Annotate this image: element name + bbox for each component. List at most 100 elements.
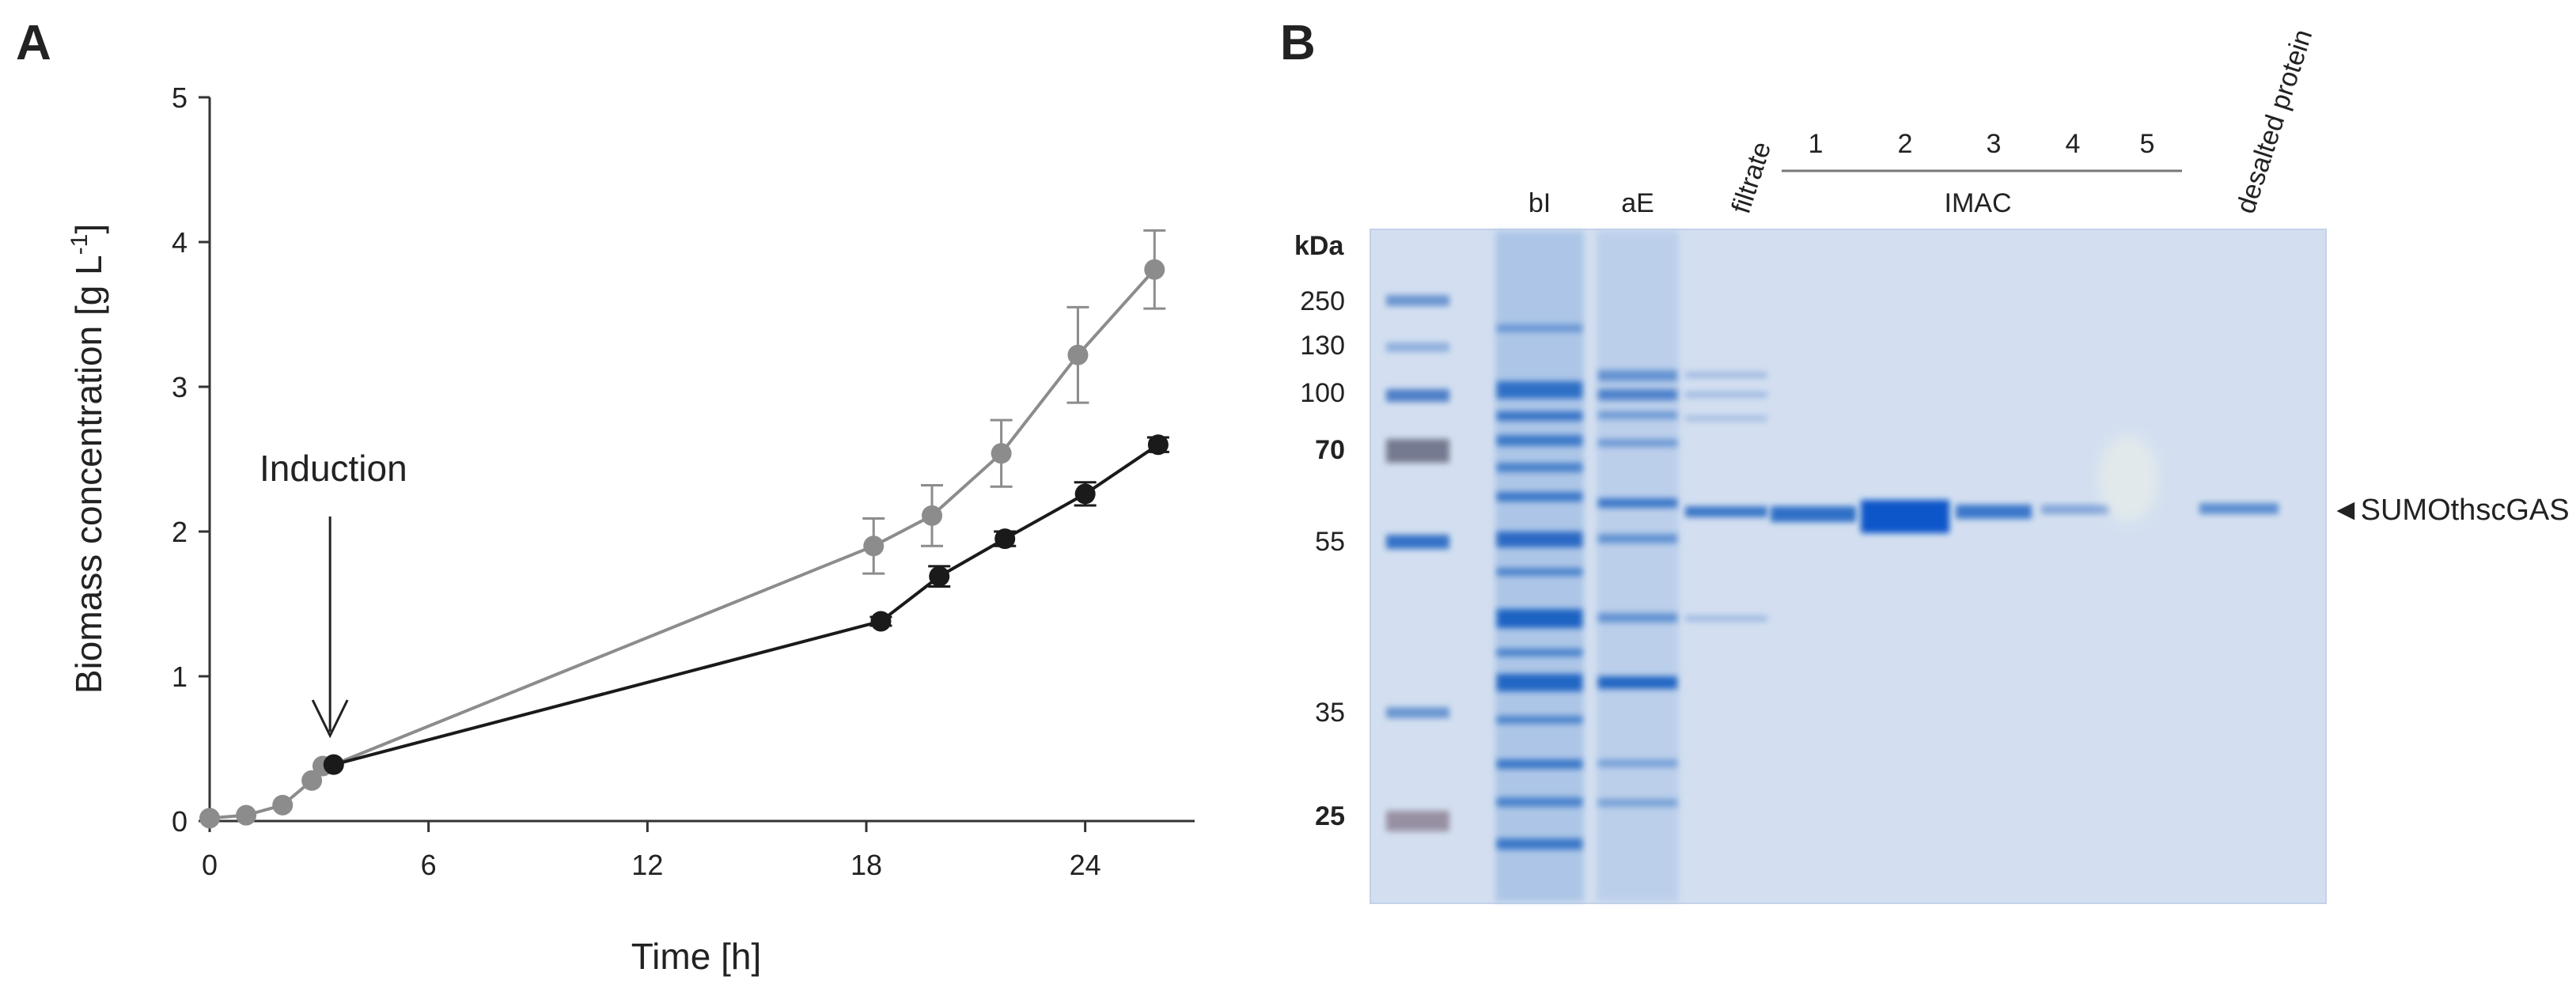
imac-number-1: 1	[1809, 129, 1824, 159]
imac-number-2: 2	[1898, 129, 1913, 159]
data-point-gray	[236, 804, 257, 826]
lane-bi-band	[1497, 797, 1582, 807]
marker-label-25: 25	[1315, 801, 1345, 831]
lane-filtrate-band	[1685, 506, 1767, 517]
lane-bi-band	[1497, 532, 1582, 547]
y-tick-label: 0	[172, 805, 188, 838]
marker-label-70: 70	[1315, 435, 1345, 465]
imac-band-4	[2041, 505, 2109, 514]
lane-bi-band	[1497, 381, 1582, 399]
ladder-band-35	[1386, 707, 1449, 718]
y-axis-label-main: Biomass concentration [g L	[68, 255, 109, 694]
data-point-gray	[863, 535, 885, 557]
ladder-band-130	[1386, 342, 1449, 352]
data-point-gray	[1144, 259, 1165, 280]
data-point-gray	[1067, 344, 1089, 365]
lane-filtrate-band	[1685, 415, 1767, 422]
data-point-black	[870, 611, 892, 632]
y-axis-label-sup: -1	[66, 234, 93, 255]
target-protein-name: SUMOthscGAS	[2361, 494, 2570, 527]
lane-bi-band	[1497, 492, 1582, 501]
lane-bi-band	[1497, 411, 1582, 421]
marker-label-55: 55	[1315, 527, 1345, 557]
target-arrow-icon: ◄	[2331, 494, 2361, 527]
lane-bi-band	[1497, 324, 1582, 332]
lane-label-ae: aE	[1621, 188, 1654, 218]
lane-bi-band	[1497, 435, 1582, 446]
lane-ae-band	[1598, 799, 1677, 807]
lane-ae-band	[1598, 370, 1677, 381]
y-ticks: 0 1 2 3 4 5	[172, 81, 210, 838]
lane-label-bi: bI	[1529, 188, 1551, 218]
panel-b: B	[1280, 16, 2570, 904]
lane-bi-band	[1497, 568, 1582, 576]
imac-band-1	[1771, 506, 1856, 522]
lane-ae	[1597, 231, 1679, 902]
ladder-band-25	[1386, 811, 1449, 831]
imac-number-5: 5	[2140, 129, 2155, 159]
data-point-black	[929, 566, 950, 587]
lane-ae-band	[1598, 759, 1677, 767]
lane-bi-band	[1497, 759, 1582, 769]
ladder-band-250	[1386, 295, 1449, 306]
panel-b-label: B	[1280, 16, 1316, 70]
lane-bi-band	[1497, 649, 1582, 657]
y-tick-label: 2	[172, 516, 188, 548]
imac-band-2	[1861, 500, 1949, 533]
marker-label-130: 130	[1300, 331, 1345, 361]
lane-bi-smear	[1495, 231, 1584, 902]
lane-filtrate	[1685, 372, 1767, 622]
data-point-gray	[199, 808, 220, 829]
induction-arrow-head	[311, 699, 349, 739]
data-point-gray	[922, 505, 942, 526]
lane-bi-band	[1497, 609, 1582, 628]
y-tick-label: 5	[172, 81, 188, 114]
data-point-black	[1147, 434, 1169, 456]
marker-label-250: 250	[1300, 286, 1345, 316]
lane-ae-smear	[1597, 231, 1679, 902]
lane-filtrate-band	[1685, 372, 1767, 378]
marker-label-100: 100	[1300, 378, 1345, 408]
lane-label-filtrate: filtrate	[1726, 138, 1777, 218]
gel-border	[1369, 229, 2327, 904]
data-point-black	[323, 754, 344, 775]
lane-ae-band	[1598, 439, 1677, 447]
kda-header: kDa	[1294, 231, 1344, 261]
series-line-black	[333, 443, 1160, 766]
induction-annotation: Induction	[259, 448, 407, 489]
y-axis-label: Biomass concentration [g L-1]	[66, 224, 109, 694]
data-point-gray	[301, 770, 323, 791]
imac-label: IMAC	[1945, 188, 2012, 218]
imac-band-3	[1956, 505, 2032, 519]
y-tick-label: 4	[172, 226, 188, 259]
data-point-black	[994, 528, 1016, 550]
lane-bi-band	[1497, 674, 1582, 691]
series-layer	[199, 229, 1169, 829]
x-tick-label: 0	[202, 849, 218, 881]
x-ticks: 0 6 12 18 24	[202, 821, 1101, 881]
lane-ae-band	[1598, 534, 1677, 543]
imac-number-3: 3	[1987, 129, 2002, 159]
gel-smudge	[2098, 435, 2158, 522]
lane-bi-band	[1497, 463, 1582, 472]
lane-bi-band	[1497, 716, 1582, 724]
target-protein-label: ◄SUMOthscGAS	[2331, 494, 2570, 527]
x-tick-label: 18	[850, 849, 882, 881]
lane-label-desalted: desalted protein	[2230, 26, 2318, 218]
ladder-band-70	[1386, 439, 1449, 463]
y-axis-label-end: ]	[68, 224, 109, 234]
lane-bi-band	[1497, 838, 1582, 850]
x-tick-label: 6	[421, 849, 437, 881]
panel-a-label: A	[16, 16, 51, 70]
y-tick-label: 1	[172, 660, 188, 693]
data-point-gray	[272, 794, 294, 815]
lane-bi	[1495, 231, 1584, 902]
data-point-gray	[991, 443, 1012, 464]
desalted-band	[2199, 503, 2279, 514]
ladder-band-55	[1386, 535, 1449, 549]
lane-filtrate-band	[1685, 392, 1767, 398]
ladder-lane	[1386, 295, 1449, 831]
lane-ae-band	[1598, 389, 1677, 400]
